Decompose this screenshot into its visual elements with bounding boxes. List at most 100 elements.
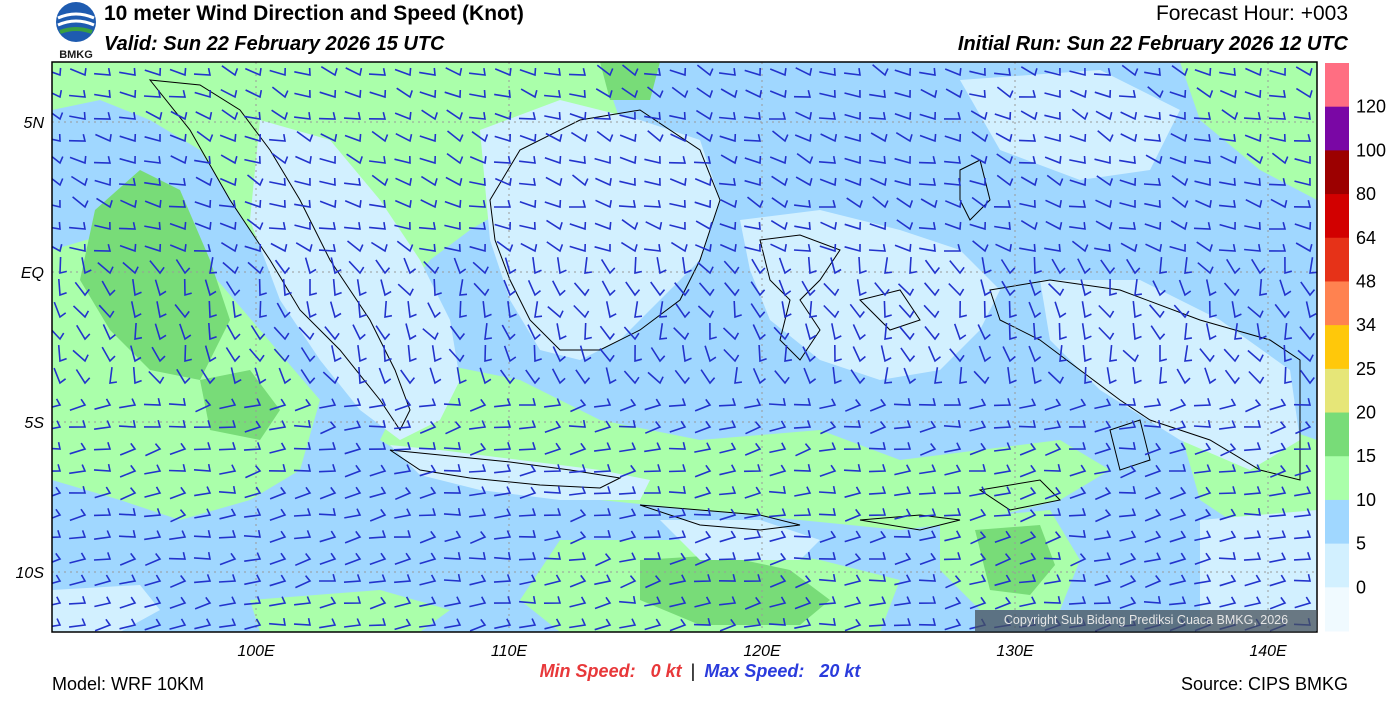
wind-barb <box>219 177 237 187</box>
wind-barb <box>969 178 986 187</box>
wind-barb <box>594 420 612 433</box>
colorbar-label: 100 <box>1356 140 1386 160</box>
wind-barb <box>119 618 137 630</box>
wind-barb <box>394 398 412 412</box>
wind-barb <box>1043 552 1062 560</box>
wind-barb <box>244 133 261 143</box>
wind-barb <box>1219 398 1237 410</box>
wind-barb <box>820 421 837 435</box>
wind-barb <box>371 130 389 143</box>
wind-barb <box>895 132 913 143</box>
wind-barb <box>644 398 662 411</box>
wind-barb <box>995 553 1012 567</box>
wind-barb <box>1094 398 1112 410</box>
wind-barb <box>594 244 611 253</box>
wind-barb <box>1120 111 1138 121</box>
wind-barb <box>1144 199 1161 208</box>
colorbar-swatch <box>1325 587 1349 632</box>
wind-barb <box>170 509 187 523</box>
wind-barb <box>693 618 712 626</box>
wind-barb <box>1033 256 1042 275</box>
colorbar-swatch <box>1325 412 1349 457</box>
wind-barb <box>1226 258 1241 275</box>
source-label: Source: CIPS BMKG <box>1180 674 1348 694</box>
wind-barb <box>95 133 112 143</box>
wind-barb <box>644 177 661 187</box>
wind-barb <box>1019 199 1036 209</box>
colorbar-label: 0 <box>1356 577 1366 597</box>
wind-barb <box>423 261 440 275</box>
wind-barb <box>1294 486 1312 497</box>
wind-barb <box>1002 346 1016 363</box>
wind-barb <box>1219 89 1237 99</box>
wind-barb <box>894 486 912 497</box>
wind-barb <box>994 464 1012 475</box>
wind-barb <box>443 552 461 560</box>
wind-barb <box>68 420 87 428</box>
wind-barb <box>977 324 991 341</box>
wind-barb <box>1095 509 1112 523</box>
wind-barb <box>1145 154 1163 165</box>
wind-barb <box>369 552 387 566</box>
wind-barb <box>943 486 962 495</box>
wind-barb <box>219 464 237 475</box>
wind-map: 5N EQ 5S 10S 100E 110E 120E 130E 140E 12… <box>16 61 1386 660</box>
wind-barb <box>1295 421 1312 435</box>
wind-barb <box>744 177 761 187</box>
wind-barb <box>518 442 537 451</box>
wind-barb <box>694 398 712 412</box>
wind-barb <box>1220 443 1237 457</box>
wind-barb <box>1044 420 1062 431</box>
wind-barb <box>295 575 312 589</box>
wind-barb <box>644 243 661 252</box>
wind-barb <box>618 199 636 208</box>
wind-barb <box>75 369 91 385</box>
wind-barb <box>493 574 512 583</box>
wind-barb <box>1284 366 1292 385</box>
wind-barb <box>1293 398 1312 406</box>
wind-barb <box>720 88 738 99</box>
wind-barb <box>170 110 188 121</box>
wind-barb <box>918 221 936 230</box>
wind-barb <box>1094 89 1112 99</box>
wind-barb <box>196 130 214 143</box>
wind-barb <box>58 278 67 297</box>
wind-barb <box>918 574 937 582</box>
wind-barb <box>518 508 537 517</box>
wind-barb <box>245 465 262 479</box>
wind-barb <box>69 530 87 540</box>
wind-barb <box>468 199 486 208</box>
wind-barb <box>194 199 212 209</box>
wind-barb <box>1244 89 1262 99</box>
wind-barb <box>369 486 387 499</box>
wind-barb <box>269 574 287 587</box>
wind-barb <box>52 177 64 187</box>
wind-barb <box>1019 574 1037 584</box>
wind-barb <box>1218 464 1237 473</box>
wind-barb <box>644 618 662 631</box>
wind-barb <box>634 344 643 363</box>
wind-barb <box>1018 420 1037 428</box>
wind-barb <box>1243 552 1262 561</box>
wind-barb <box>419 155 436 165</box>
wind-barb <box>544 155 562 165</box>
wind-barb <box>93 112 112 120</box>
wind-barb <box>244 67 262 77</box>
wind-barb <box>852 346 866 363</box>
wind-barb <box>329 301 342 319</box>
wind-barb <box>219 552 237 566</box>
wind-barb <box>52 596 62 606</box>
wind-barb <box>544 574 562 586</box>
wind-barb <box>144 508 162 518</box>
wind-barb <box>319 177 336 187</box>
wind-barb <box>884 323 893 340</box>
wind-barb <box>347 240 364 253</box>
wind-barb <box>1299 369 1315 385</box>
wind-barb <box>294 398 312 412</box>
wind-barb <box>773 326 790 341</box>
wind-barb <box>375 325 391 341</box>
wind-barb <box>802 346 816 363</box>
wind-barb <box>69 552 87 564</box>
wind-barb <box>819 89 836 99</box>
wind-barb <box>469 596 487 608</box>
